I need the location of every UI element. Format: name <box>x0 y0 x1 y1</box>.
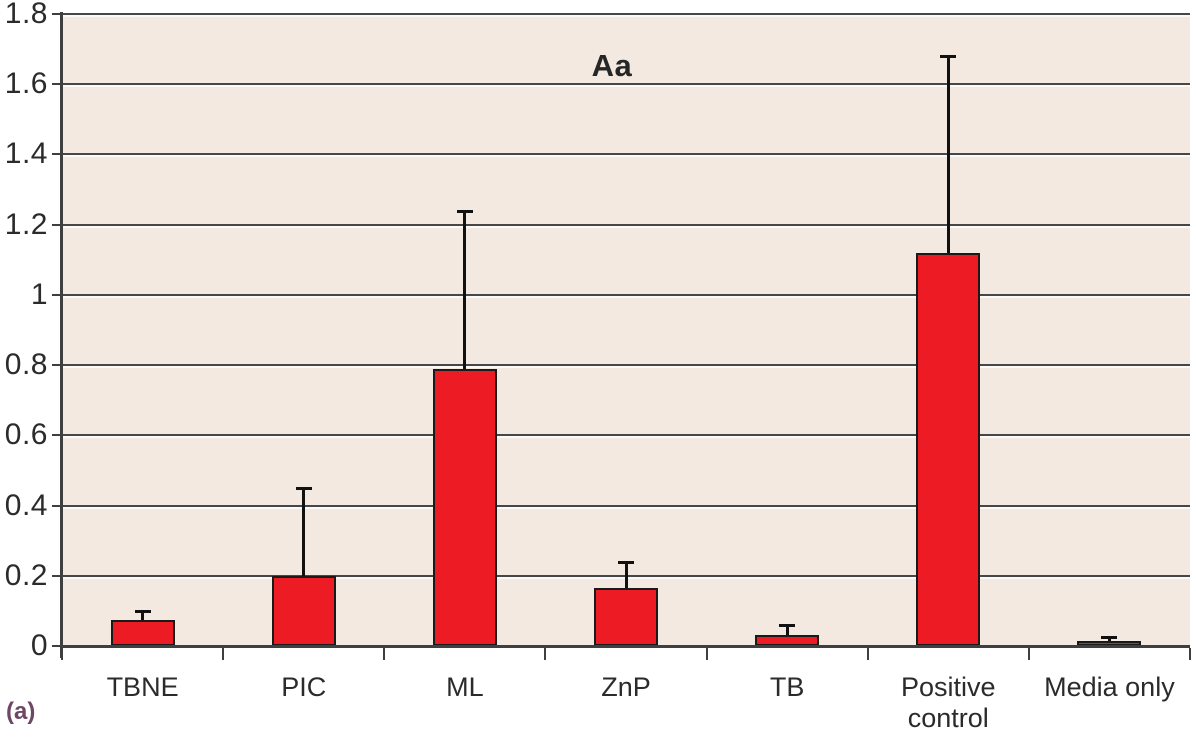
y-tick-label-0: 0 <box>30 629 48 662</box>
x-category-label-media-only: Media only <box>1044 672 1175 702</box>
error-bar-stem-pic <box>302 488 306 576</box>
x-category-label-ml: ML <box>446 672 484 702</box>
y-tick-0.8 <box>52 364 62 367</box>
x-tick-3 <box>544 648 547 660</box>
gridline-0.8 <box>62 364 1190 367</box>
error-bar-stem-znp <box>624 561 628 589</box>
error-bar-cap-pic <box>295 487 312 490</box>
x-tick-0 <box>61 648 63 660</box>
gridline-1.4 <box>62 153 1190 156</box>
y-tick-1.2 <box>52 223 62 226</box>
error-bar-stem-tbne <box>141 610 145 620</box>
y-tick-label-1.6: 1.6 <box>4 67 48 101</box>
y-tick-0.6 <box>52 434 62 437</box>
gridline-0.4 <box>62 504 1190 507</box>
x-tick-2 <box>383 648 386 660</box>
bar-positive-control <box>916 252 981 646</box>
x-category-label-tb: TB <box>769 672 805 702</box>
bar-pic <box>271 575 336 646</box>
y-tick-0.2 <box>52 574 62 577</box>
error-bar-stem-positive-control <box>946 56 950 253</box>
x-category-label-pic: PIC <box>281 672 327 702</box>
x-category-label-positive-control: Positive control <box>901 672 996 733</box>
panel-label: (a) <box>6 698 36 725</box>
y-tick-label-0.8: 0.8 <box>4 348 48 382</box>
error-bar-cap-media-only <box>1101 636 1118 640</box>
gridline-1.6 <box>62 83 1190 86</box>
bar-znp <box>594 588 658 646</box>
y-tick-label-0.6: 0.6 <box>4 418 48 452</box>
gridline-1.8 <box>62 13 1190 15</box>
chart-title: Aa <box>591 48 633 83</box>
plot-area <box>62 14 1190 646</box>
error-bar-stem-tb <box>785 624 789 636</box>
y-tick-0 <box>52 645 62 647</box>
bar-media-only <box>1077 640 1142 646</box>
x-category-label-tbne: TBNE <box>106 672 179 702</box>
error-bar-cap-znp <box>618 560 634 564</box>
error-bar-cap-tb <box>779 623 796 627</box>
y-tick-label-1.2: 1.2 <box>4 207 48 241</box>
y-tick-1.6 <box>52 83 62 86</box>
x-tick-5 <box>866 648 869 660</box>
error-bar-cap-positive-control <box>940 55 957 59</box>
y-tick-1.8 <box>52 13 62 15</box>
x-tick-1 <box>222 648 225 660</box>
error-bar-stem-ml <box>463 210 467 369</box>
y-tick-0.4 <box>52 504 62 507</box>
gridline-0.6 <box>62 434 1190 437</box>
gridline-1.2 <box>62 223 1190 226</box>
y-tick-label-1.8: 1.8 <box>4 0 48 30</box>
bar-tbne <box>110 619 175 646</box>
error-bar-cap-ml <box>456 209 473 213</box>
y-tick-label-0.4: 0.4 <box>4 488 48 522</box>
error-bar-cap-tbne <box>134 609 151 613</box>
y-tick-label-1.4: 1.4 <box>4 137 48 171</box>
y-tick-1.4 <box>52 153 62 156</box>
x-axis-line <box>60 645 1190 648</box>
y-tick-label-0.2: 0.2 <box>4 558 48 592</box>
y-axis-line <box>60 12 63 658</box>
x-tick-6 <box>1027 648 1030 660</box>
bar-ml <box>432 368 497 646</box>
gridline-1 <box>62 293 1190 296</box>
x-tick-7 <box>1189 648 1191 660</box>
y-tick-1 <box>52 293 62 296</box>
x-category-label-znp: ZnP <box>601 672 651 702</box>
x-tick-4 <box>705 648 708 660</box>
y-tick-label-1: 1 <box>30 277 48 311</box>
